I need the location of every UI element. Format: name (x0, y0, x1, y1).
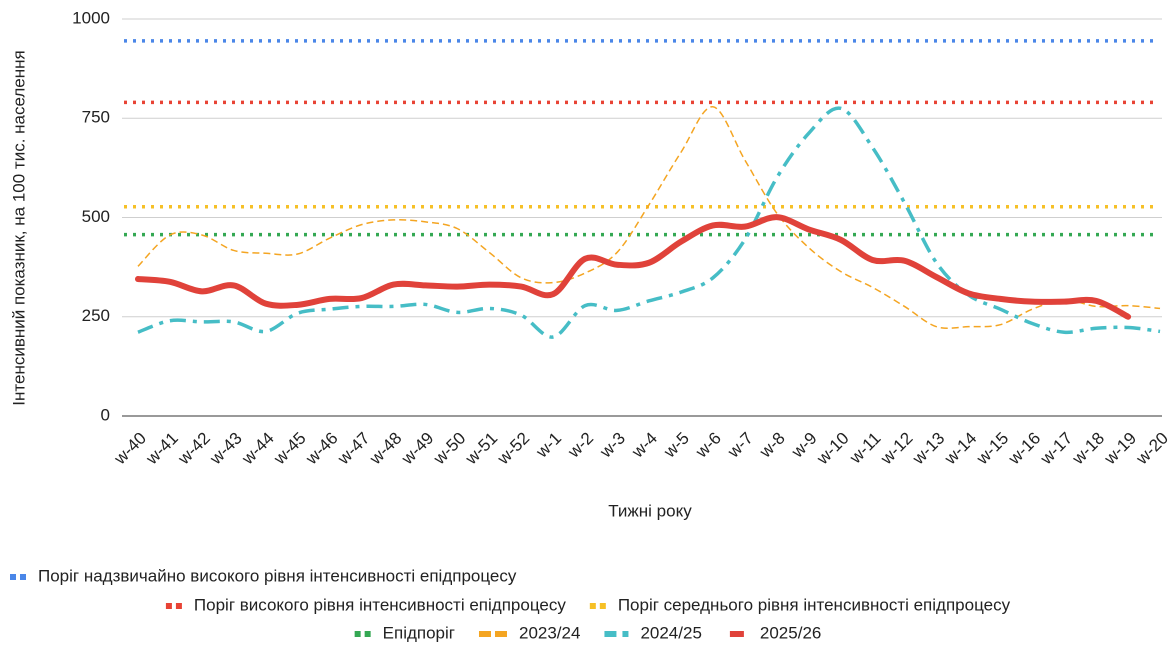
series-line (137, 105, 1161, 329)
legend-symbol (364, 631, 371, 637)
x-tick-label: w-48 (365, 429, 405, 469)
x-tick-label: w-3 (596, 429, 630, 463)
x-tick-label: w-16 (1004, 429, 1044, 469)
legend-symbol (175, 603, 182, 609)
x-tick-label: w-43 (206, 429, 246, 469)
x-tick-label: w-2 (564, 429, 598, 463)
legend-symbol (494, 631, 507, 637)
legend-row: Поріг надзвичайно високого рівня інтенси… (10, 566, 517, 585)
legend-label: 2024/25 (640, 623, 701, 642)
y-tick-label: 1000 (72, 8, 110, 27)
legend-symbol (604, 631, 617, 637)
legend-symbol (599, 603, 606, 609)
x-tick-label: w-19 (1100, 429, 1140, 469)
x-tick-label: w-51 (461, 429, 501, 469)
x-tick-label: w-6 (691, 429, 725, 463)
x-tick-label: w-46 (301, 429, 341, 469)
x-tick-label: w-52 (493, 429, 533, 469)
legend-label: Поріг високого рівня інтенсивності епідп… (194, 595, 566, 614)
x-tick-label: w-11 (845, 429, 884, 468)
legend-label: Поріг середнього рівня інтенсивності епі… (618, 595, 1011, 614)
y-tick-label: 0 (101, 405, 110, 424)
legend-symbol (20, 574, 26, 580)
x-tick-label: w-50 (429, 429, 469, 469)
legend-symbol (354, 631, 361, 637)
y-tick-label: 500 (82, 207, 110, 226)
x-tick-label: w-49 (397, 429, 437, 469)
legend-row: Епідпоріг 2023/24 2024/25 2025/26 (354, 623, 821, 642)
x-tick-label: w-5 (659, 429, 693, 463)
legend-label: Епідпоріг (383, 623, 455, 642)
x-tick-label: w-18 (1068, 429, 1108, 469)
x-tick-label: w-44 (238, 429, 278, 469)
x-tick-label: w-20 (1132, 429, 1172, 469)
x-tick-label: w-15 (972, 429, 1012, 469)
legend-symbol (729, 631, 744, 637)
y-tick-label: 250 (82, 306, 110, 325)
legend-symbol (622, 631, 629, 637)
x-tick-label: w-42 (174, 429, 214, 469)
legend-symbol (165, 603, 172, 609)
x-tick-label: w-12 (876, 429, 916, 469)
x-tick-label: w-47 (333, 429, 373, 469)
x-tick-label: w-41 (142, 429, 182, 469)
legend-symbol (589, 603, 596, 609)
x-tick-label: w-40 (110, 429, 150, 469)
x-tick-label: w-7 (723, 429, 757, 463)
legend-label: 2023/24 (519, 623, 580, 642)
legend-symbol (10, 574, 16, 580)
x-axis-title: Тижні року (608, 501, 692, 520)
x-tick-label: w-45 (269, 429, 309, 469)
x-tick-label: w-8 (755, 429, 789, 463)
x-tick-label: w-1 (532, 429, 566, 463)
y-tick-label: 750 (82, 108, 110, 127)
x-tick-label: w-17 (1036, 429, 1076, 469)
legend-label: 2025/26 (760, 623, 821, 642)
x-tick-label: w-13 (908, 429, 948, 469)
y-axis-title: Інтенсивний показник, на 100 тис. населе… (9, 50, 28, 405)
x-tick-label: w-14 (940, 429, 980, 469)
series-line (137, 106, 1161, 339)
x-tick-label: w-10 (812, 429, 852, 469)
legend-symbol (478, 631, 491, 637)
legend-label: Поріг надзвичайно високого рівня інтенси… (38, 566, 517, 585)
legend-row: Поріг високого рівня інтенсивності епідп… (165, 595, 1011, 614)
series-line (134, 214, 1132, 320)
x-tick-label: w-4 (627, 429, 661, 463)
